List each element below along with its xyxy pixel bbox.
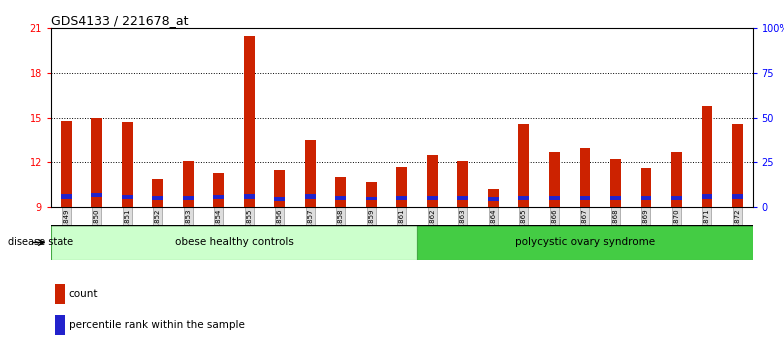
Bar bbox=[305, 194, 316, 199]
Text: count: count bbox=[68, 289, 98, 299]
Text: disease state: disease state bbox=[8, 238, 73, 247]
Bar bbox=[366, 197, 376, 200]
Bar bbox=[92, 193, 102, 198]
Bar bbox=[549, 152, 560, 207]
Bar bbox=[122, 122, 132, 207]
Bar bbox=[274, 170, 285, 207]
Bar bbox=[152, 196, 163, 200]
Bar bbox=[397, 196, 407, 200]
Bar bbox=[579, 196, 590, 200]
Text: polycystic ovary syndrome: polycystic ovary syndrome bbox=[515, 238, 655, 247]
Bar bbox=[55, 315, 64, 335]
Bar bbox=[427, 155, 437, 207]
Bar bbox=[244, 194, 255, 199]
Bar bbox=[518, 196, 529, 200]
Bar bbox=[732, 124, 742, 207]
Bar bbox=[641, 169, 652, 207]
Bar bbox=[274, 197, 285, 201]
Bar bbox=[213, 173, 224, 207]
Bar bbox=[732, 194, 742, 199]
Bar bbox=[671, 152, 682, 207]
Bar bbox=[488, 189, 499, 207]
Bar bbox=[579, 148, 590, 207]
Bar bbox=[305, 140, 316, 207]
Bar bbox=[55, 284, 64, 304]
Text: GDS4133 / 221678_at: GDS4133 / 221678_at bbox=[51, 14, 188, 27]
Bar bbox=[152, 179, 163, 207]
Text: percentile rank within the sample: percentile rank within the sample bbox=[68, 320, 245, 330]
Bar bbox=[702, 194, 712, 199]
Bar bbox=[61, 194, 71, 199]
Bar bbox=[458, 161, 468, 207]
Bar bbox=[366, 182, 376, 207]
Bar bbox=[61, 121, 71, 207]
Bar bbox=[122, 195, 132, 199]
Bar bbox=[458, 196, 468, 200]
Bar bbox=[183, 196, 194, 200]
Bar bbox=[417, 225, 753, 260]
Bar bbox=[518, 124, 529, 207]
Text: obese healthy controls: obese healthy controls bbox=[175, 238, 293, 247]
Bar bbox=[336, 196, 346, 200]
Bar bbox=[641, 196, 652, 200]
Bar bbox=[549, 196, 560, 200]
Bar bbox=[336, 177, 346, 207]
Bar bbox=[610, 196, 621, 200]
Bar bbox=[244, 36, 255, 207]
Bar bbox=[610, 159, 621, 207]
Bar bbox=[92, 118, 102, 207]
Bar bbox=[427, 196, 437, 200]
Bar bbox=[702, 106, 712, 207]
Bar bbox=[397, 167, 407, 207]
Bar bbox=[183, 161, 194, 207]
Bar bbox=[213, 195, 224, 199]
Bar bbox=[488, 197, 499, 201]
Bar bbox=[51, 225, 417, 260]
Bar bbox=[671, 196, 682, 200]
